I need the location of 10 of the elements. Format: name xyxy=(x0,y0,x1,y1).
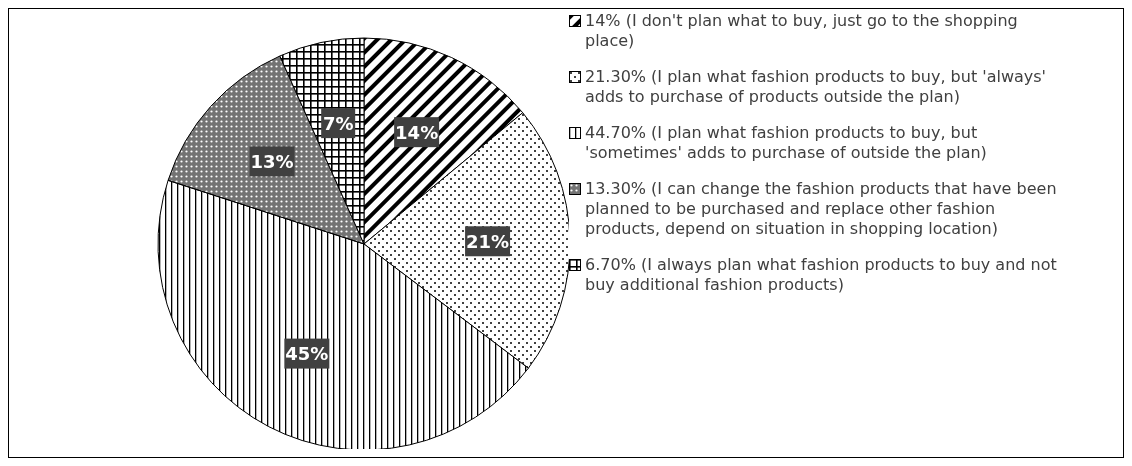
data-label: 7% xyxy=(322,112,354,134)
legend-label: 13.30% (I can change the fashion products that have been planned to be purchased and replace other fashion products, depend on situation in shopping location) xyxy=(585,179,1058,239)
legend-label: 14% (I don't plan what to buy, just go to the shopping place) xyxy=(585,11,1019,51)
data-label: 14% xyxy=(395,121,439,143)
legend-label: 6.70% (I always plan what fashion products to buy and not buy additional fashion products) xyxy=(585,255,1058,295)
legend-label: 21.30% (I plan what fashion products to buy, but 'always' adds to purchase of products outside the plan) xyxy=(585,67,1047,107)
legend-label: 44.70% (I plan what fashion products to buy, but 'sometimes' adds to purchase of outside the plan) xyxy=(585,123,988,163)
data-label: 13% xyxy=(250,150,294,172)
data-label: 45% xyxy=(285,343,329,365)
data-label: 21% xyxy=(466,230,510,252)
